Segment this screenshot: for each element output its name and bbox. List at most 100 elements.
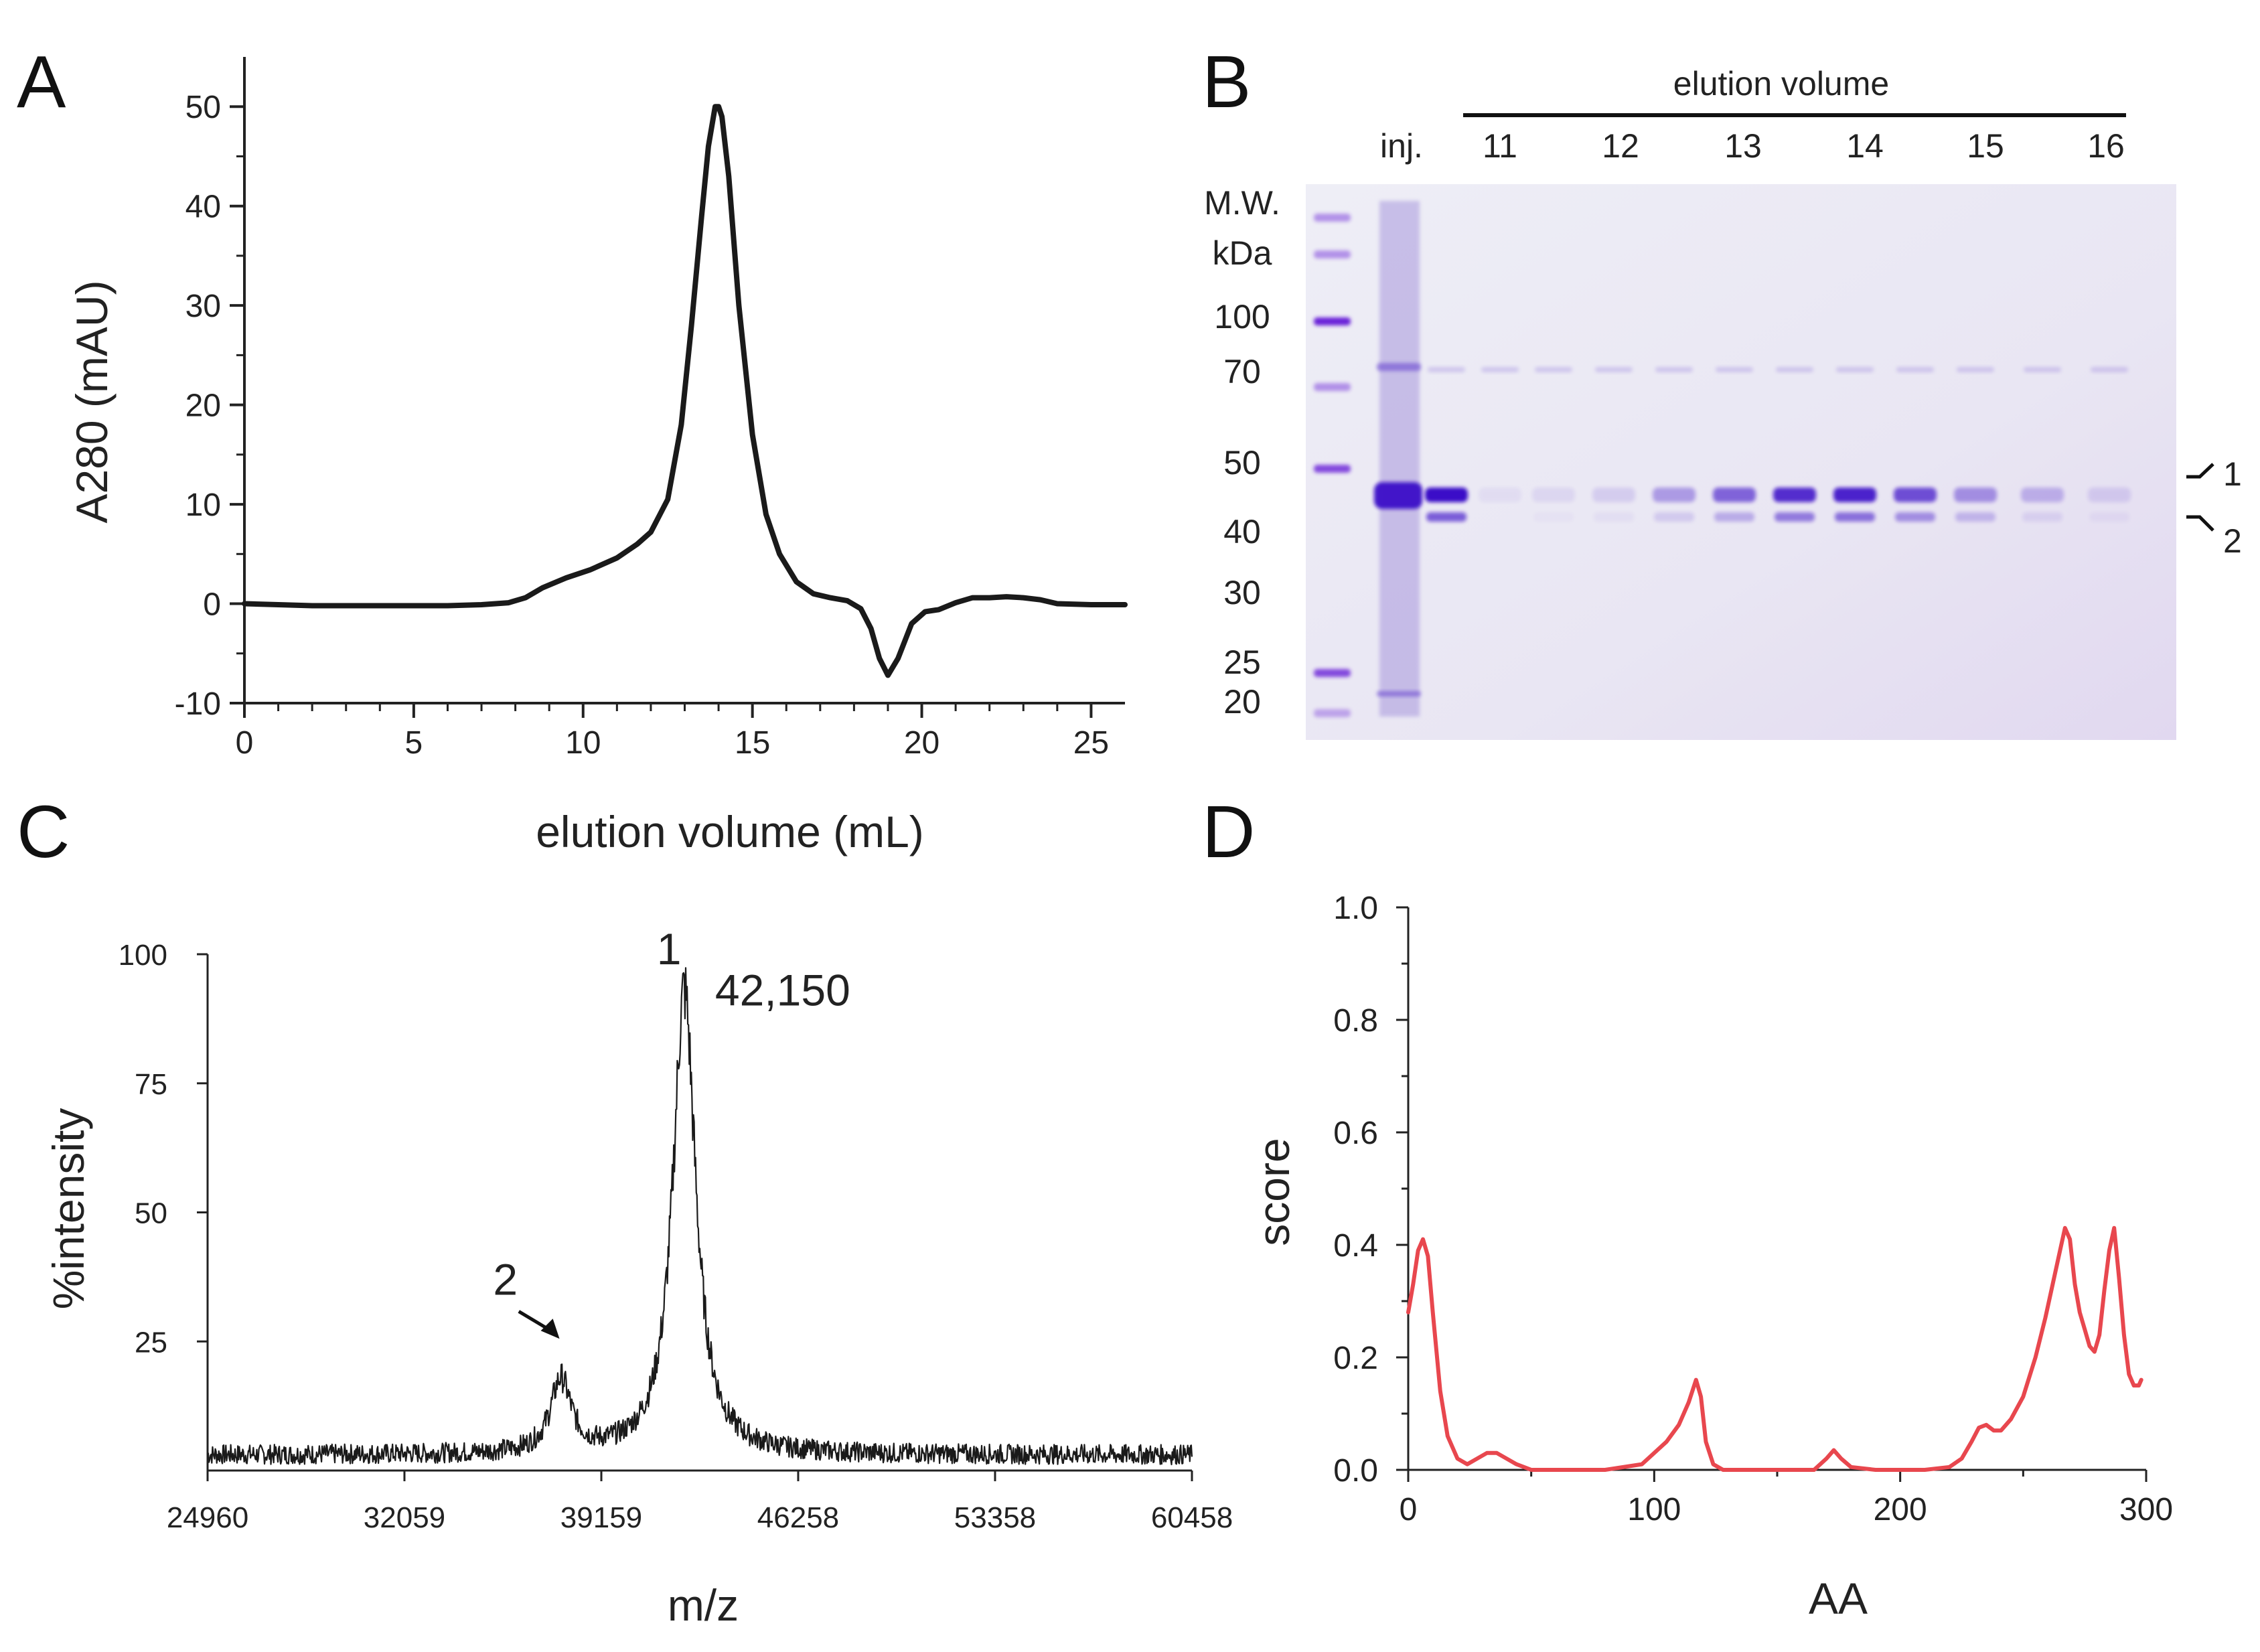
gel-mw-marker-label: 30 xyxy=(1223,574,1261,611)
gel-header: elution volume xyxy=(1673,65,1889,102)
gel-band-2 xyxy=(2089,512,2129,522)
gel-band-2 xyxy=(1654,512,1694,522)
gel-band-1 xyxy=(1833,487,1876,502)
gel-band-annotation-1: 1 xyxy=(2223,455,2242,493)
chart-a-y-tick-label: 10 xyxy=(185,487,221,523)
gel-band-70 xyxy=(1481,367,1519,372)
chart-d-y-tick-label: 1.0 xyxy=(1333,891,1378,926)
chart-c-annotation-peak-1: 1 xyxy=(657,924,682,974)
chart-c-x-tick-label: 39159 xyxy=(560,1501,642,1534)
gel-lane-labels: inj. 11 12 13 14 15 16 xyxy=(1380,127,2125,165)
gel-band-70 xyxy=(1595,367,1633,372)
gel-mw-marker-label: 25 xyxy=(1223,644,1261,681)
gel-band-1 xyxy=(1954,487,1997,502)
chart-d-y-tick-label: 0.8 xyxy=(1333,1003,1378,1039)
chart-c: 24960 32059 39159 46258 53358 60458255075100 … xyxy=(44,924,1233,1630)
gel-marker-band xyxy=(1314,709,1351,717)
gel-lane-label: inj. xyxy=(1380,127,1423,165)
gel-band-2 xyxy=(1895,512,1935,522)
chart-c-arrow-head xyxy=(540,1319,560,1339)
chart-a: 0 5 10 15 20 25 -10 0 10 20 30 40 50 elution volume … xyxy=(67,57,1128,856)
gel-band-70 xyxy=(2091,367,2128,372)
gel-lane-label: 13 xyxy=(1724,127,1762,165)
chart-c-annotation-mass: 42,150 xyxy=(715,966,850,1015)
gel-band-70 xyxy=(1655,367,1693,372)
gel-marker-band xyxy=(1314,317,1351,325)
gel-band-1 xyxy=(1773,487,1816,502)
chart-d-ylabel: score xyxy=(1249,1138,1298,1246)
gel-band-70 xyxy=(1957,367,1994,372)
gel-band-1 xyxy=(1532,487,1575,502)
chart-a-y-tick-label: 30 xyxy=(185,289,221,324)
gel-band-annotation-2: 2 xyxy=(2223,522,2242,560)
chart-d-y-tick-label: 0.6 xyxy=(1333,1116,1378,1151)
gel-band-annotations: 12 xyxy=(2186,455,2242,560)
chart-a-ylabel: A280 (mAU) xyxy=(67,280,117,523)
panel-letter-c: C xyxy=(17,791,70,873)
gel-bands xyxy=(1314,201,2131,717)
gel-marker-band xyxy=(1314,465,1351,473)
gel-panel: elution volume inj. 11 12 13 14 15 16 M.W. kDa… xyxy=(1204,65,2242,740)
panel-letter-b: B xyxy=(1202,41,1251,123)
gel-lane-label: 16 xyxy=(2087,127,2125,165)
chart-c-y-tick-label: 50 xyxy=(135,1197,167,1230)
gel-band-1 xyxy=(2021,487,2064,502)
chart-d-x-tick-label: 300 xyxy=(2119,1492,2173,1527)
chart-d-y-tick-label: 0.2 xyxy=(1333,1341,1378,1376)
gel-band-2 xyxy=(1426,512,1466,522)
chart-c-annotation-peak-2: 2 xyxy=(493,1254,518,1304)
chart-c-x-tick-label: 24960 xyxy=(167,1501,248,1534)
gel-band-2 xyxy=(1835,512,1875,522)
gel-band-2 xyxy=(1955,512,1995,522)
chart-a-ticks: 0 5 10 15 20 25 -10 0 10 20 30 40 50 xyxy=(175,90,1109,761)
gel-mw-marker-label: 40 xyxy=(1223,513,1261,550)
gel-marker-band xyxy=(1314,250,1351,258)
chart-d-x-tick-label: 100 xyxy=(1627,1492,1681,1527)
gel-mw-marker-label: 20 xyxy=(1223,683,1261,721)
gel-band-1 xyxy=(1653,487,1696,502)
gel-band-2 xyxy=(1775,512,1815,522)
gel-lane-label: 14 xyxy=(1846,127,1884,165)
gel-band-70 xyxy=(2024,367,2061,372)
panel-letter-a: A xyxy=(17,41,66,123)
gel-bracket-1 xyxy=(2186,463,2214,479)
chart-a-x-tick-label: 10 xyxy=(565,725,601,761)
gel-bracket-2 xyxy=(2186,515,2214,532)
chart-c-y-tick-label: 75 xyxy=(135,1068,167,1101)
gel-band-1 xyxy=(1425,487,1468,502)
chart-a-x-tick-label: 20 xyxy=(904,725,939,761)
gel-band-2 xyxy=(1533,512,1574,522)
chart-c-x-tick-label: 60458 xyxy=(1151,1501,1233,1534)
chart-d-series-score xyxy=(1406,1225,2143,1472)
chart-c-series-spectrum xyxy=(207,967,1193,1466)
gel-band-70 xyxy=(1776,367,1813,372)
chart-a-x-tick-label: 5 xyxy=(405,725,423,761)
gel-band-70 xyxy=(1428,367,1465,372)
gel-lane-label: 12 xyxy=(1602,127,1639,165)
chart-c-axes xyxy=(206,954,1192,1472)
chart-c-ylabel: %intensity xyxy=(44,1108,93,1310)
chart-d-ticks: 0 100 200 300 0.0 0.2 0.4 0.6 0.8 1.0 xyxy=(1333,891,2173,1527)
chart-d-x-tick-label: 0 xyxy=(1400,1492,1418,1527)
gel-kda-label: kDa xyxy=(1213,234,1272,272)
chart-c-xlabel: m/z xyxy=(668,1580,739,1630)
gel-marker-band xyxy=(1314,383,1351,391)
chart-d-xlabel: AA xyxy=(1809,1574,1868,1623)
gel-band-70 xyxy=(1836,367,1874,372)
chart-c-y-tick-label: 100 xyxy=(119,939,167,972)
chart-a-x-tick-label: 0 xyxy=(236,725,254,761)
gel-band-1 xyxy=(1479,487,1521,502)
gel-marker-band xyxy=(1314,669,1351,677)
gel-mw-marker-label: 100 xyxy=(1214,298,1270,335)
gel-band-2 xyxy=(1714,512,1754,522)
chart-c-x-tick-label: 46258 xyxy=(757,1501,839,1534)
gel-band-70 xyxy=(1535,367,1572,372)
gel-mw-marker-label: 50 xyxy=(1223,444,1261,481)
chart-c-ticks: 24960 32059 39159 46258 53358 60458 25 50 75 100 xyxy=(119,939,1233,1534)
chart-d-y-tick-label: 0.0 xyxy=(1333,1453,1378,1489)
gel-band-2 xyxy=(2022,512,2062,522)
chart-a-x-tick-label: 15 xyxy=(735,725,770,761)
gel-band-2 xyxy=(1594,512,1634,522)
panel-letter-d: D xyxy=(1202,791,1255,873)
